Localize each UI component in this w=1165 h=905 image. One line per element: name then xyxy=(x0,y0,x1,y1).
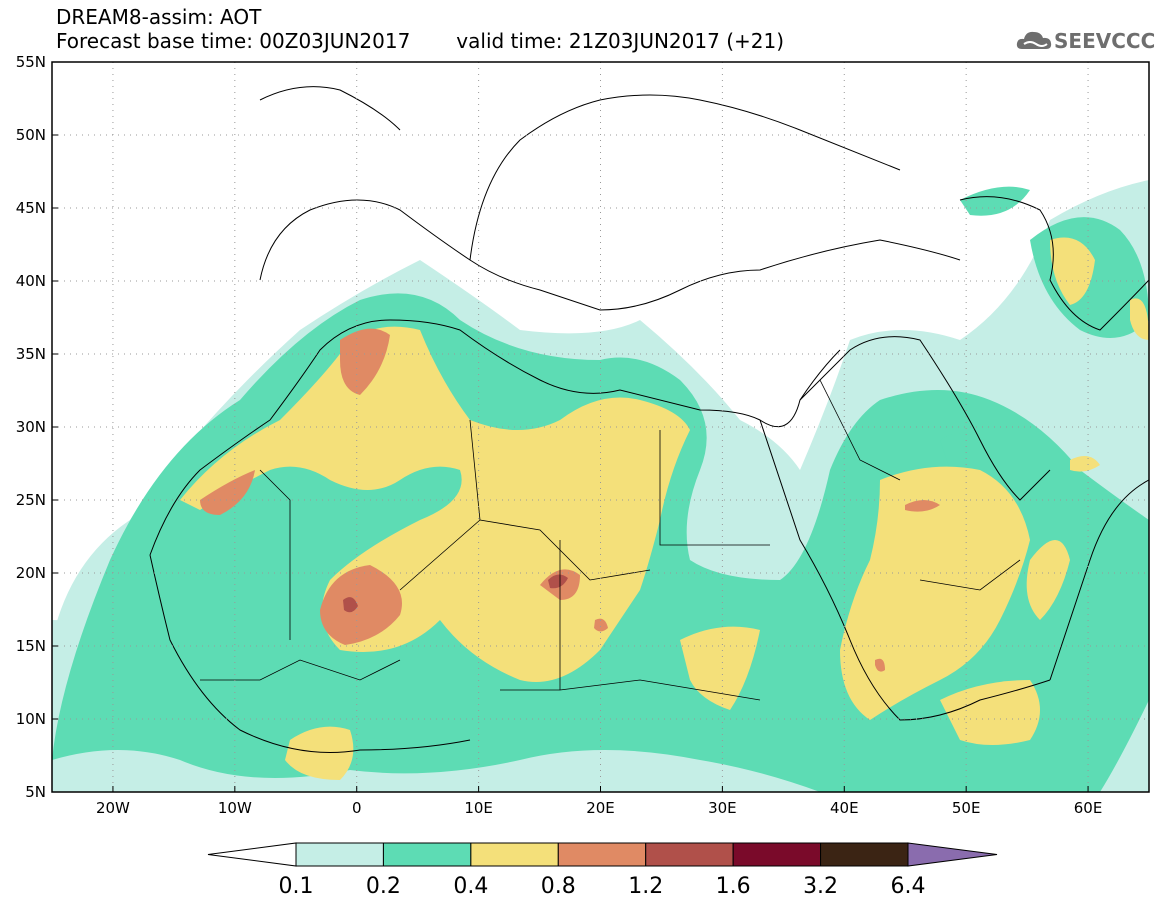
lon-tick-label: 10E xyxy=(464,799,493,817)
lon-tick-label: 30E xyxy=(708,799,737,817)
contour-0-8 xyxy=(200,328,940,672)
lat-tick-label: 40N xyxy=(16,272,46,290)
country-borders xyxy=(200,379,1021,701)
lon-tick-label: 60E xyxy=(1074,799,1103,817)
colorbar-label: 3.2 xyxy=(803,874,838,899)
lat-tick-label: 20N xyxy=(16,564,46,582)
colorbar-label: 1.2 xyxy=(628,874,663,899)
colorbar-label: 0.2 xyxy=(366,874,401,899)
valid-time: valid time: 21Z03JUN2017 (+21) xyxy=(456,29,785,53)
lat-tick-label: 30N xyxy=(16,418,46,436)
time-info: Forecast base time: 00Z03JUN2017 valid ti… xyxy=(56,30,784,52)
lat-tick-label: 10N xyxy=(16,710,46,728)
lat-tick-label: 50N xyxy=(16,126,46,144)
lat-tick-label: 15N xyxy=(16,637,46,655)
axis-ticks xyxy=(52,61,1089,793)
logo-text: SEEVCCC xyxy=(1054,29,1156,53)
lat-tick-label: 35N xyxy=(16,345,46,363)
contour-1-2 xyxy=(343,574,568,613)
lon-tick-label: 40E xyxy=(830,799,859,817)
lat-tick-label: 55N xyxy=(16,53,46,71)
lon-tick-label: 0 xyxy=(352,799,362,817)
lon-tick-label: 20E xyxy=(586,799,615,817)
colorbar-labels: 0.1 0.2 0.4 0.8 1.2 1.6 3.2 6.4 xyxy=(279,874,926,899)
lat-axis: 5N 10N 15N 20N 25N 30N 35N 40N 45N 50N 55N xyxy=(16,53,46,801)
lat-tick-label: 5N xyxy=(25,783,46,801)
cloud-icon xyxy=(1016,31,1052,49)
lon-axis: 20W 10W 0 10E 20E 30E 40E 50E 60E xyxy=(96,799,1102,817)
colorbar-label: 1.6 xyxy=(716,874,751,899)
lon-tick-label: 50E xyxy=(952,799,981,817)
lat-tick-label: 45N xyxy=(16,199,46,217)
aot-map: 5N 10N 15N 20N 25N 30N 35N 40N 45N 50N 55N 20W 10W 0… xyxy=(16,53,1150,817)
colorbar-label: 0.1 xyxy=(279,874,314,899)
lon-tick-label: 20W xyxy=(96,799,130,817)
seevccc-logo: SEEVCCC xyxy=(1016,27,1156,55)
colorbar-label: 0.4 xyxy=(453,874,488,899)
chart-title: DREAM8-assim: AOT xyxy=(56,6,261,28)
lon-tick-label: 10W xyxy=(218,799,252,817)
lat-tick-label: 25N xyxy=(16,491,46,509)
colorbar-label: 6.4 xyxy=(891,874,926,899)
colorbar-label: 0.8 xyxy=(541,874,576,899)
coastlines xyxy=(149,86,1149,753)
title-text: DREAM8-assim: AOT xyxy=(56,5,262,29)
base-time: Forecast base time: 00Z03JUN2017 xyxy=(56,29,411,53)
